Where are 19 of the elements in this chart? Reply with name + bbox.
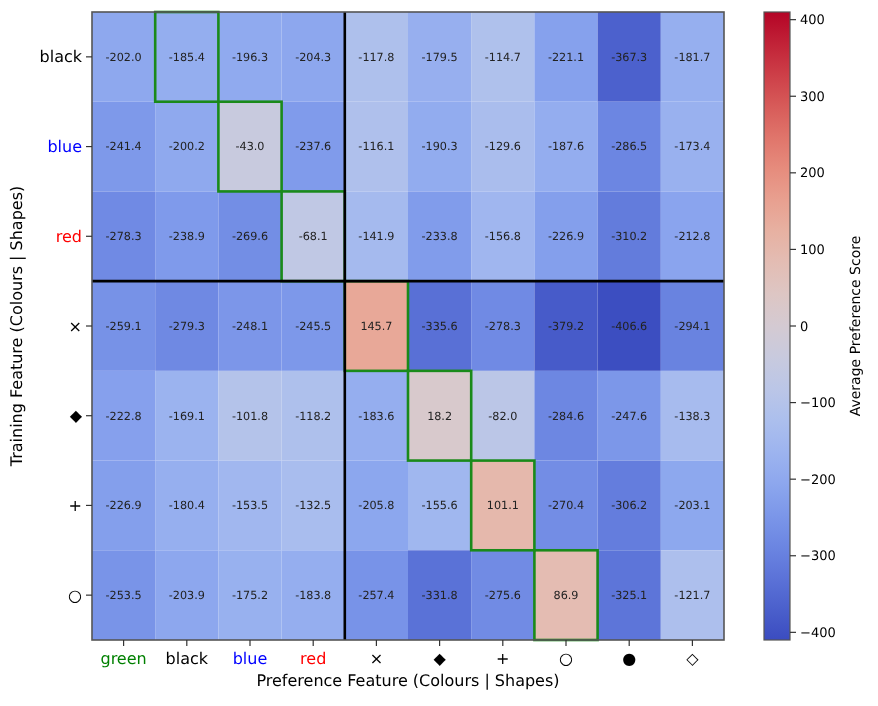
x-tick-label: blue xyxy=(232,650,268,668)
y-tick-label: × xyxy=(68,317,82,336)
y-tick-label: + xyxy=(68,497,82,516)
y-axis-title: Training Feature (Colours | Shapes) xyxy=(8,185,26,469)
y-tick-label: red xyxy=(55,227,82,246)
x-tick-label: red xyxy=(300,650,327,668)
y-tick-label: ○ xyxy=(68,586,83,605)
x-tick-label: ◆ xyxy=(433,650,448,668)
y-tick-label: ◆ xyxy=(69,407,84,426)
x-tick-label: black xyxy=(165,650,209,668)
x-tick-label: ○ xyxy=(559,650,574,668)
y-tick-label: black xyxy=(39,48,83,67)
x-axis-title: Preference Feature (Colours | Shapes) xyxy=(256,672,560,690)
x-tick-label: ● xyxy=(622,650,637,668)
y-tick-label: blue xyxy=(47,138,83,157)
x-tick-label: green xyxy=(100,650,147,668)
x-tick-label: + xyxy=(496,650,510,668)
x-tick-label: × xyxy=(369,650,384,668)
x-tick-label: ◇ xyxy=(686,650,701,668)
